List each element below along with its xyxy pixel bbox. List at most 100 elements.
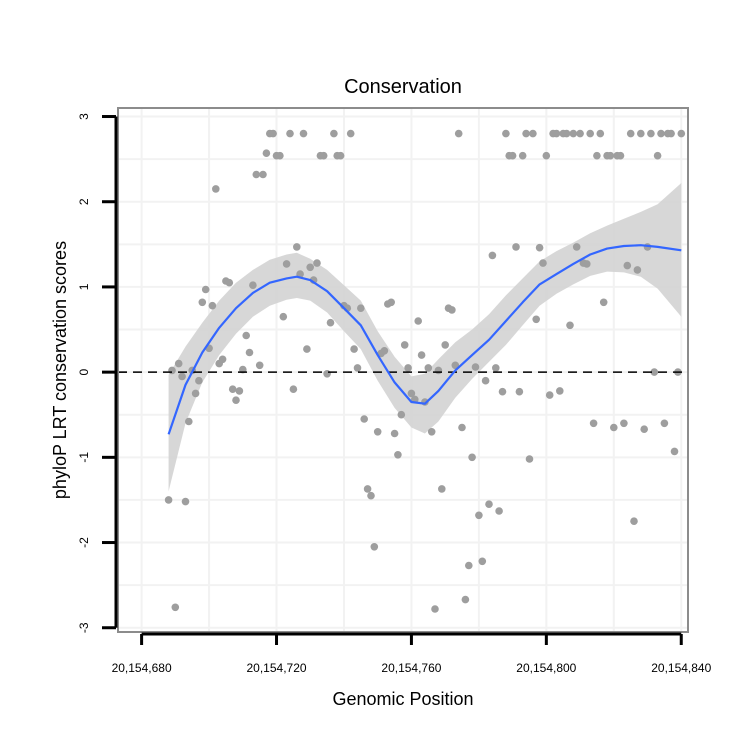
data-point	[242, 331, 250, 340]
data-point	[164, 496, 173, 504]
data-point	[667, 129, 675, 138]
data-point	[346, 129, 355, 138]
data-point	[326, 318, 335, 327]
data-point	[647, 129, 655, 138]
x-tick-label: 20,154,760	[381, 661, 441, 675]
data-point	[569, 129, 578, 138]
data-point	[441, 341, 450, 349]
data-point	[255, 361, 264, 370]
data-point	[583, 260, 591, 268]
data-point	[262, 149, 271, 157]
data-point	[195, 376, 203, 385]
data-point	[488, 251, 497, 260]
y-tick-label: 0	[77, 368, 91, 375]
data-point	[495, 507, 503, 515]
data-point	[468, 453, 476, 462]
data-point	[454, 129, 463, 138]
data-point	[168, 366, 176, 375]
data-point	[181, 497, 190, 506]
data-point	[653, 151, 662, 160]
y-tick-label: 2	[77, 198, 91, 205]
confidence-band	[168, 183, 682, 492]
data-point	[404, 364, 412, 372]
data-point	[414, 317, 423, 325]
data-point	[529, 129, 537, 138]
data-point	[616, 151, 625, 160]
data-point	[502, 129, 510, 138]
data-point	[232, 396, 240, 405]
data-point	[282, 260, 291, 268]
data-point	[380, 347, 389, 355]
data-point	[448, 306, 456, 314]
data-point	[350, 345, 358, 353]
confidence-band-area	[168, 183, 682, 492]
data-point	[198, 298, 207, 307]
data-point	[532, 315, 540, 324]
data-point	[319, 151, 328, 160]
data-point	[626, 129, 635, 138]
x-axis-title: Genomic Position	[332, 689, 473, 709]
data-point	[245, 348, 254, 357]
data-point	[539, 259, 547, 267]
data-point	[458, 423, 466, 432]
data-point	[330, 129, 338, 138]
data-point	[670, 447, 679, 456]
y-tick-label: -1	[77, 452, 91, 463]
data-point	[650, 368, 659, 376]
data-point	[293, 243, 301, 251]
data-point	[586, 129, 594, 138]
plot-frame	[117, 107, 689, 633]
data-point	[367, 491, 375, 500]
x-tick-label: 20,154,720	[246, 661, 306, 675]
data-point	[535, 243, 544, 252]
data-point	[360, 415, 369, 423]
data-point	[178, 372, 186, 381]
data-point	[485, 500, 493, 509]
data-point	[400, 341, 409, 349]
data-point	[508, 151, 517, 160]
data-point	[620, 419, 628, 428]
data-point	[373, 428, 382, 436]
data-point	[185, 417, 193, 426]
data-point	[633, 266, 642, 274]
data-point	[235, 387, 244, 395]
data-point	[370, 543, 379, 551]
data-point	[289, 385, 298, 394]
data-point	[303, 345, 311, 353]
y-tick-label: 1	[77, 283, 91, 290]
data-point	[552, 129, 561, 138]
data-point	[407, 389, 416, 398]
data-point	[637, 129, 645, 138]
data-point	[299, 129, 308, 138]
data-point	[286, 129, 294, 138]
data-point	[424, 364, 433, 372]
data-point	[465, 561, 473, 570]
data-point	[623, 261, 632, 270]
data-point	[201, 285, 210, 294]
x-tick-label: 20,154,800	[516, 661, 576, 675]
data-point	[269, 129, 277, 138]
data-point	[522, 129, 530, 138]
x-tick-label: 20,154,680	[112, 661, 172, 675]
data-point	[228, 385, 237, 394]
data-point	[174, 359, 183, 368]
data-point	[276, 151, 284, 160]
data-point	[515, 387, 524, 396]
data-point	[394, 451, 402, 459]
data-point	[427, 428, 436, 436]
data-point	[387, 298, 396, 307]
data-point	[498, 387, 507, 396]
data-point	[225, 278, 234, 287]
x-tick-label: 20,154,840	[651, 661, 711, 675]
data-point	[353, 364, 362, 372]
data-point	[212, 185, 220, 193]
data-point	[171, 603, 180, 612]
data-point	[313, 259, 321, 267]
data-point	[542, 151, 551, 160]
data-point	[363, 485, 372, 493]
data-point	[593, 151, 601, 160]
data-point	[357, 304, 365, 313]
data-point	[475, 511, 483, 520]
data-point	[657, 129, 665, 138]
